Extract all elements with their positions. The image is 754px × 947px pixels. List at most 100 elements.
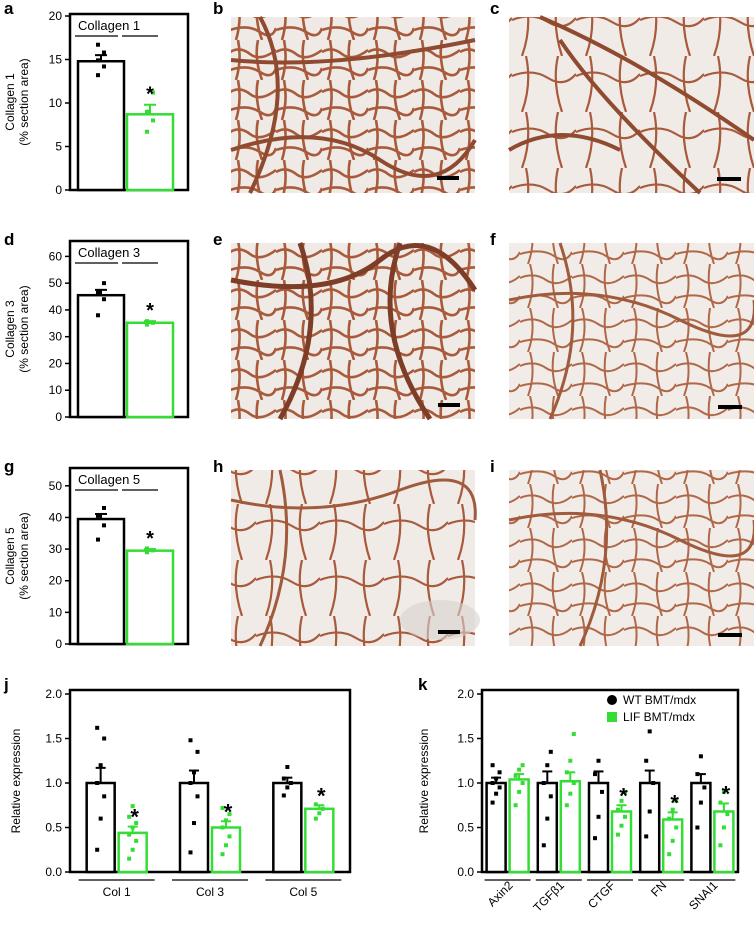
data-point — [721, 825, 726, 830]
panel-letter-e: e — [213, 230, 222, 249]
y-axis-label: Collagen 5 — [3, 527, 17, 585]
data-point — [96, 42, 100, 47]
data-point — [220, 852, 225, 857]
data-point — [227, 812, 232, 817]
panel-letter-c: c — [490, 0, 499, 18]
significance-star: * — [619, 783, 628, 808]
y-tick-label: 40 — [49, 303, 63, 317]
data-point — [647, 729, 652, 734]
significance-star: * — [146, 84, 154, 106]
panel-letter-g: g — [4, 457, 14, 476]
data-point — [497, 770, 502, 775]
data-point — [220, 825, 225, 830]
bar-lif — [610, 810, 633, 874]
data-point — [224, 843, 228, 848]
significance-star: * — [224, 799, 233, 824]
data-point — [520, 763, 525, 768]
scale-bar — [438, 630, 460, 634]
bar-wt — [272, 781, 303, 874]
panel-letter-i: i — [490, 457, 495, 476]
data-point — [490, 763, 495, 768]
bar-wt — [587, 781, 610, 874]
data-point — [695, 825, 700, 830]
data-point — [96, 73, 100, 78]
bar-lif — [304, 807, 335, 874]
data-point — [102, 794, 107, 799]
data-point — [667, 852, 672, 857]
data-point — [718, 800, 723, 805]
data-point — [619, 823, 624, 828]
data-point — [545, 763, 550, 768]
bar-lif — [713, 810, 735, 874]
significance-star: * — [146, 300, 154, 322]
y-tick-label: 1.5 — [45, 732, 62, 746]
data-point — [674, 825, 679, 830]
data-point — [285, 764, 290, 769]
legend-text: Collagen 5 — [78, 472, 140, 487]
bar-wt — [690, 781, 712, 874]
y-tick-label: 0 — [55, 410, 62, 424]
data-point — [497, 785, 502, 790]
data-point — [623, 789, 627, 794]
data-point — [98, 816, 103, 821]
panel-letter-f: f — [490, 230, 496, 249]
y-tick-label: 10 — [49, 96, 63, 110]
data-point — [151, 90, 155, 95]
data-point — [102, 736, 107, 741]
data-point — [102, 281, 106, 286]
y-tick-label: 30 — [49, 330, 63, 344]
data-point — [564, 770, 569, 775]
y-tick-label: 20 — [49, 356, 63, 370]
legend-text: Collagen 1 — [78, 18, 140, 33]
data-point — [674, 798, 679, 803]
chart-j: 0.0 0.5 1.0 1.5 2.0 Relative expression * Col 1… — [9, 687, 352, 899]
scale-bar — [438, 403, 460, 407]
data-point — [192, 821, 196, 826]
data-point — [102, 50, 106, 55]
x-tick-label: TGFβ1 — [530, 878, 567, 915]
bar-lif — [125, 321, 175, 419]
bar-lif — [125, 113, 175, 192]
y-tick-label: 1.0 — [457, 776, 474, 790]
y-tick-label: 10 — [49, 605, 63, 619]
y-axis-label: Relative expression — [417, 729, 431, 834]
y-tick-label: 0.0 — [45, 865, 62, 879]
x-tick-label: Axin2 — [485, 878, 516, 909]
y-tick-label: 50 — [49, 479, 63, 493]
micrograph-e — [230, 242, 478, 421]
data-point — [96, 290, 100, 295]
x-tick-label: Col 1 — [103, 885, 131, 899]
data-point — [224, 818, 228, 823]
y-axis-label: Relative expression — [9, 729, 23, 834]
legend-marker-lif — [607, 712, 617, 722]
micrograph-b — [230, 16, 477, 194]
data-point — [320, 806, 325, 811]
legend-label: WT BMT/mdx — [623, 693, 696, 707]
y-tick-label: 0.0 — [457, 865, 474, 879]
significance-star: * — [722, 781, 731, 806]
data-point — [281, 776, 286, 781]
data-point — [541, 843, 546, 848]
bar-wt — [178, 781, 210, 874]
data-point — [718, 843, 723, 848]
micrograph-i — [508, 469, 754, 647]
data-point — [134, 838, 139, 843]
data-point — [102, 523, 106, 528]
legend-label: LIF BMT/mdx — [623, 710, 695, 724]
y-tick-label: 40 — [49, 510, 63, 524]
data-point — [96, 313, 100, 318]
data-point — [317, 811, 322, 816]
y-tick-label: 0.5 — [457, 821, 474, 835]
significance-star: * — [130, 805, 139, 830]
data-point — [600, 789, 604, 794]
panel-letter-h: h — [213, 457, 223, 476]
bar-wt — [485, 781, 507, 874]
data-point — [151, 320, 155, 325]
data-point — [702, 785, 707, 790]
data-point — [96, 537, 100, 542]
data-point — [596, 758, 601, 763]
bar-wt — [638, 781, 661, 874]
data-point — [130, 804, 135, 809]
bar-wt — [76, 517, 126, 646]
